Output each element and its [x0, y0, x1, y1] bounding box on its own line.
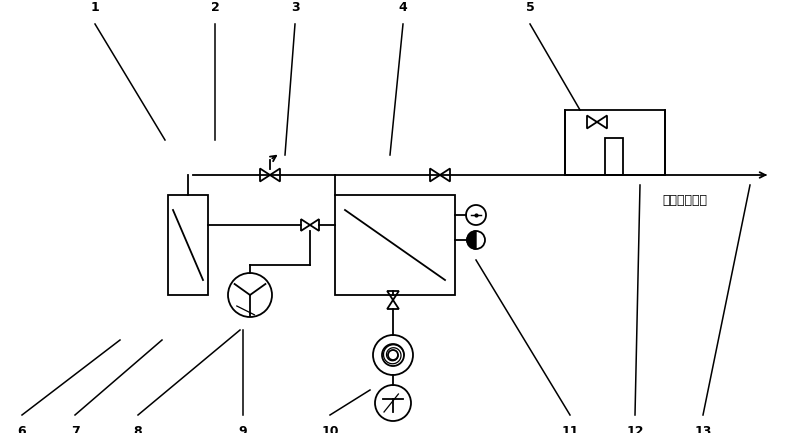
- Text: 1: 1: [90, 1, 99, 14]
- Bar: [605, 138, 623, 175]
- Text: 4: 4: [398, 1, 407, 14]
- Text: 11: 11: [562, 425, 578, 433]
- Text: 5: 5: [526, 1, 534, 14]
- Bar: [565, 110, 665, 175]
- Bar: [168, 195, 208, 295]
- Wedge shape: [467, 231, 476, 249]
- Text: 2: 2: [210, 1, 219, 14]
- Text: 10: 10: [322, 425, 338, 433]
- Text: 9: 9: [238, 425, 247, 433]
- Text: 12: 12: [626, 425, 644, 433]
- Text: 7: 7: [70, 425, 79, 433]
- Text: 3: 3: [290, 1, 299, 14]
- Text: 8: 8: [134, 425, 142, 433]
- Bar: [335, 195, 455, 295]
- Text: 通往真空系统: 通往真空系统: [662, 194, 707, 207]
- Text: 6: 6: [18, 425, 26, 433]
- Text: 13: 13: [694, 425, 712, 433]
